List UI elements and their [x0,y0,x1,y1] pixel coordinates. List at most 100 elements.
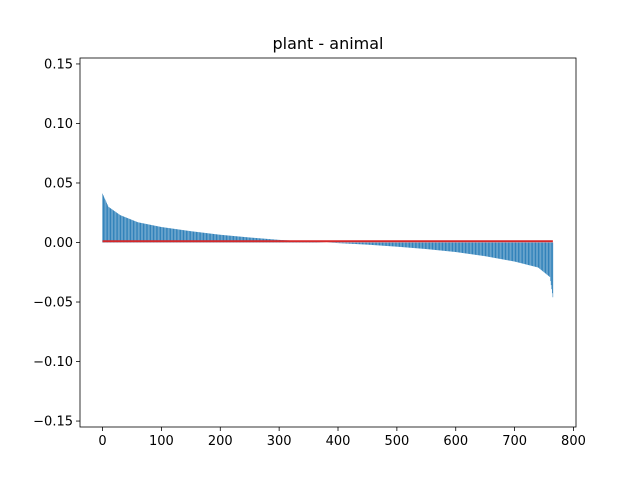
bar [484,242,485,257]
bar [356,242,358,245]
bar [175,229,177,243]
bar [196,231,197,243]
bar [461,242,463,253]
bar [112,209,113,243]
bar [423,242,425,249]
bar [234,236,236,243]
bar [490,242,491,258]
bar [420,242,422,249]
bar [235,236,237,243]
bar [243,236,245,243]
bar [403,242,405,248]
bar [171,228,172,243]
bar [438,242,439,251]
bar [476,242,477,255]
bar [138,222,140,243]
bar [338,242,340,244]
bar [144,223,146,243]
bar [368,242,370,245]
bar [390,242,392,247]
bar [341,242,343,244]
bar [348,242,349,244]
bar [152,225,153,243]
bar [415,242,416,249]
bar [396,242,398,247]
bar [168,228,170,243]
bar [137,222,139,243]
bar [449,242,451,252]
bar [192,231,194,243]
bar [417,242,419,249]
bar [218,234,220,243]
bar [468,242,469,254]
bar [208,233,210,243]
bar [131,219,133,243]
bar [507,242,509,261]
bar [199,232,200,243]
bar [125,217,127,243]
bar [111,209,113,243]
bar [174,228,176,243]
bar [521,242,522,264]
bar [253,237,254,243]
bar [509,242,510,261]
bar [542,242,544,272]
bar [255,237,256,243]
bar [427,242,429,250]
bar [241,236,242,243]
bar [396,242,397,247]
bar [369,242,371,245]
bar [117,213,119,243]
bar [343,242,344,244]
bar [503,242,504,260]
bar [220,234,222,243]
bars-group [102,193,554,298]
bar [114,210,115,243]
bar [110,208,112,243]
bar [106,202,107,243]
bar [169,228,170,243]
bar [465,242,467,254]
bar [104,198,106,243]
bar [407,242,409,248]
bar [508,242,509,261]
y-tick-label: −0.10 [33,355,73,370]
bar [249,237,250,243]
bar [431,242,433,250]
bar [398,242,400,247]
bar [407,242,408,248]
bar [129,218,130,243]
bar [216,234,218,243]
bar [354,242,355,244]
bar [447,242,448,252]
bar [337,242,338,244]
bar [473,242,474,255]
bar [412,242,414,248]
x-tick-label: 400 [326,434,351,449]
bar [134,220,135,243]
bar [142,223,143,243]
bar [503,242,505,260]
bar [393,242,394,247]
bar [371,242,373,245]
bar [347,242,349,244]
bar [515,242,517,262]
bar [182,230,183,243]
bar [207,233,208,243]
bar [142,223,144,243]
bar [155,225,157,243]
bar [158,226,160,243]
bar [219,234,220,243]
bar [551,242,552,290]
bar [453,242,455,252]
bar [436,242,437,251]
bar [486,242,487,257]
bar [152,225,154,243]
bar [336,242,337,243]
bar [435,242,436,250]
bar [380,242,382,246]
bar [392,242,394,247]
bar [507,242,508,261]
bar [391,242,392,247]
bar [151,225,153,243]
